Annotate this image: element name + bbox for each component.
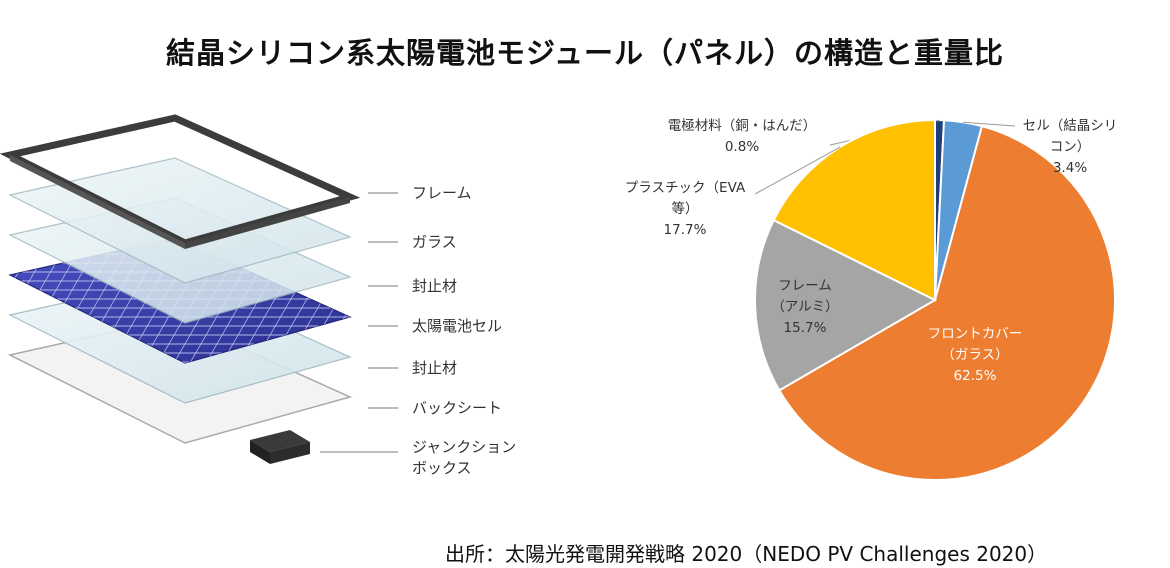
pie-slice-2 [777, 124, 1116, 481]
module-structure-diagram: フレーム ガラス 封止材 太陽電池セル 封止材 バックシート ジャンクション ボ… [0, 114, 516, 477]
layer-label-junction-box-line2: ボックス [412, 459, 472, 477]
layer-label-frame: フレーム [412, 184, 472, 202]
layer-label-backsheet: バックシート [412, 399, 502, 417]
pie-label-2: フロントカバー（ガラス） 62.5% [928, 326, 1023, 384]
pie-leader-line-1 [963, 121, 1016, 127]
weight-ratio-pie-chart: 電極材料（銅・はんだ） 0.8% セル（結晶シリコン） 3.4% フロントカバー（ガラス… [625, 118, 1118, 481]
pie-slice-3 [754, 218, 938, 392]
frame-layer-icon [0, 114, 361, 249]
layer-label-glass: ガラス [412, 233, 457, 251]
layer-label-encapsulant-lower: 封止材 [412, 359, 457, 377]
layer-label-junction-box-line1: ジャンクション [412, 438, 516, 456]
pie-label-1: セル（結晶シリコン） 3.4% [1023, 118, 1118, 176]
pie-leader-line-4 [754, 146, 841, 195]
pie-label-0: 電極材料（銅・はんだ） 0.8% [668, 118, 817, 155]
pie-label-3: フレーム（アルミ） 15.7% [771, 278, 838, 336]
layer-label-solar-cell: 太陽電池セル [412, 317, 502, 335]
source-note: 出所：太陽光発電開発戦略 2020（NEDO PV Challenges 202… [445, 542, 1048, 566]
pie-label-4: プラスチック（EVA 等） 17.7% [625, 180, 746, 238]
junction-box-icon [250, 430, 310, 464]
glass-layer-icon [8, 157, 352, 284]
layer-label-encapsulant-upper: 封止材 [412, 277, 457, 295]
page-title: 結晶シリコン系太陽電池モジュール（パネル）の構造と重量比 [166, 36, 1004, 70]
